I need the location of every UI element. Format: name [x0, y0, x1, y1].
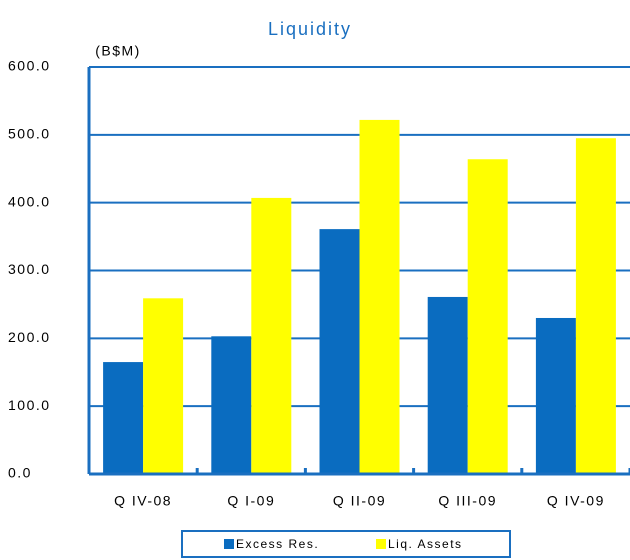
bar — [319, 229, 360, 474]
legend-swatch — [376, 539, 386, 549]
y-axis-label: (B$M) — [95, 43, 141, 59]
bar — [427, 296, 468, 474]
x-tick-label: Q IV-08 — [114, 493, 172, 509]
bar — [467, 159, 508, 474]
legend-swatch — [224, 539, 234, 549]
x-tick-label: Q I-09 — [227, 493, 275, 509]
y-tick-label: 500.0 — [8, 126, 51, 142]
y-tick-label: 600.0 — [8, 58, 51, 74]
bar — [575, 138, 616, 474]
legend-label: Excess Res. — [236, 537, 319, 551]
bar — [251, 197, 292, 474]
bar — [143, 298, 184, 474]
y-tick-label: 300.0 — [8, 261, 51, 277]
legend-label: Liq. Assets — [388, 537, 463, 551]
bar — [103, 362, 144, 474]
x-tick-label: Q IV-09 — [547, 493, 605, 509]
chart-title: Liquidity — [268, 19, 352, 39]
y-tick-label: 200.0 — [8, 329, 51, 345]
y-tick-label: 0.0 — [8, 465, 32, 481]
x-tick-label: Q II-09 — [333, 493, 386, 509]
bar — [359, 119, 400, 474]
y-tick-label: 100.0 — [8, 397, 51, 413]
x-tick-label: Q III-09 — [438, 493, 497, 509]
bar — [211, 336, 252, 474]
y-tick-label: 400.0 — [8, 193, 51, 209]
legend-box — [181, 530, 511, 558]
bar — [535, 317, 576, 474]
